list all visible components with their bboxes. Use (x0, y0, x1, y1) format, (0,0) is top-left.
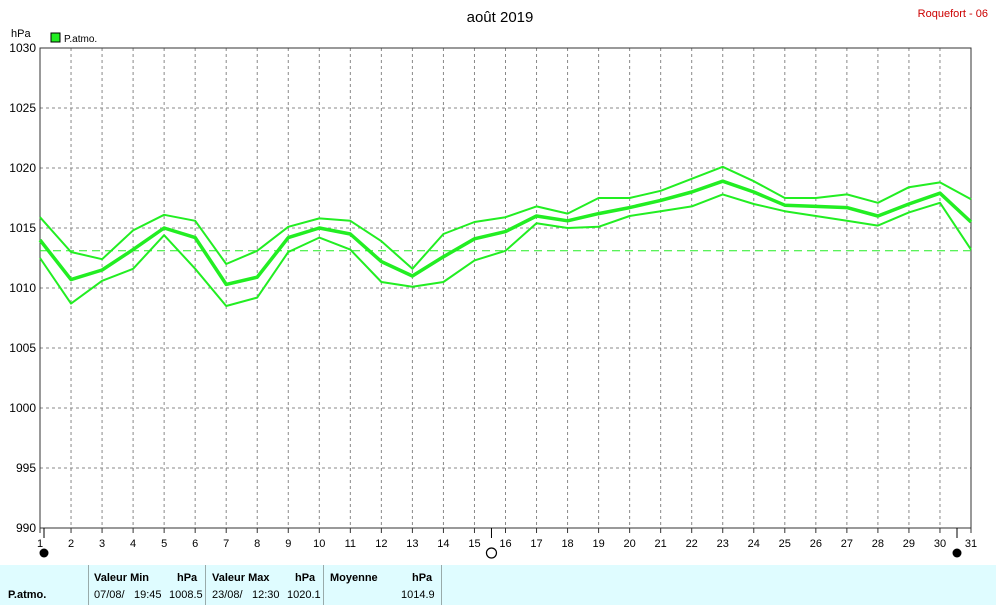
max-header: Valeur Max (212, 572, 270, 584)
series-line-mean (38, 179, 973, 287)
y-tick-label: 995 (16, 461, 36, 475)
min-date: 07/08/ (94, 589, 125, 601)
summary-footer: P.atmo. Valeur Min hPa 07/08/ 19:45 1008… (0, 565, 996, 605)
x-tick-label: 26 (810, 538, 822, 550)
plot-frame (39, 47, 972, 529)
x-tick-label: 22 (686, 538, 698, 550)
x-tick-label: 18 (561, 538, 573, 550)
y-tick-label: 1030 (9, 41, 36, 55)
station-label: Roquefort - 06 (918, 8, 988, 20)
x-tick-label: 4 (130, 538, 136, 550)
min-time: 19:45 (134, 589, 162, 601)
chart-title: août 2019 (467, 9, 534, 26)
footer-series-cell: P.atmo. (0, 565, 89, 605)
x-tick-label: 29 (903, 538, 915, 550)
x-tick-label: 6 (192, 538, 198, 550)
x-tick-label: 27 (841, 538, 853, 550)
x-tick-label: 17 (530, 538, 542, 550)
min-unit: hPa (177, 572, 198, 584)
min-value: 1008.5 (169, 589, 203, 601)
max-date: 23/08/ (212, 589, 243, 601)
x-tick-label: 8 (254, 538, 260, 550)
x-tick-label: 24 (748, 538, 760, 550)
y-tick-label: 1020 (9, 161, 36, 175)
pressure-chart: août 2019 Roquefort - 06 hPa P.atmo. 990… (9, 8, 988, 559)
avg-unit: hPa (412, 572, 433, 584)
x-tick-label: 28 (872, 538, 884, 550)
footer-min-cell: Valeur Min hPa 07/08/ 19:45 1008.5 (89, 565, 206, 605)
x-tick-label: 13 (406, 538, 418, 550)
max-value: 1020.1 (287, 589, 321, 601)
max-unit: hPa (295, 572, 316, 584)
x-tick-label: 30 (934, 538, 946, 550)
avg-value: 1014.9 (401, 589, 435, 601)
x-tick-label: 3 (99, 538, 105, 550)
x-tick-label: 14 (437, 538, 449, 550)
marker-end-icon (952, 548, 962, 558)
y-tick-label: 1000 (9, 401, 36, 415)
legend-label: P.atmo. (64, 34, 97, 45)
x-tick-label: 2 (68, 538, 74, 550)
footer-avg-cell: Moyenne hPa 1014.9 (324, 565, 442, 605)
legend-swatch (50, 32, 61, 43)
x-tick-label: 21 (655, 538, 667, 550)
min-header: Valeur Min (94, 572, 150, 584)
avg-header: Moyenne (330, 572, 378, 584)
x-tick-label: 9 (285, 538, 291, 550)
y-unit-label: hPa (11, 28, 31, 40)
x-tick-label: 20 (624, 538, 636, 550)
x-tick-label: 16 (499, 538, 511, 550)
footer-max-cell: Valeur Max hPa 23/08/ 12:30 1020.1 (206, 565, 324, 605)
x-tick-label: 15 (468, 538, 480, 550)
footer-series-label: P.atmo. (8, 589, 47, 601)
y-tick-label: 1025 (9, 101, 36, 115)
x-tick-label: 1 (37, 538, 43, 550)
x-tick-label: 12 (375, 538, 387, 550)
marker-start-icon (39, 548, 49, 558)
x-tick-label: 23 (717, 538, 729, 550)
series-line-max (39, 165, 972, 270)
series-line-min (39, 193, 972, 307)
x-tick-label: 25 (779, 538, 791, 550)
x-tick-label: 7 (223, 538, 229, 550)
y-tick-label: 1015 (9, 221, 36, 235)
x-tick-label: 5 (161, 538, 167, 550)
marker-mid-icon (485, 547, 498, 559)
y-tick-label: 990 (16, 521, 36, 535)
x-tick-label: 31 (965, 538, 977, 550)
x-tick-label: 19 (592, 538, 604, 550)
x-tick-label: 11 (345, 538, 356, 550)
y-tick-label: 1010 (9, 281, 36, 295)
x-tick-label: 10 (313, 538, 325, 550)
max-time: 12:30 (252, 589, 280, 601)
y-tick-label: 1005 (9, 341, 36, 355)
